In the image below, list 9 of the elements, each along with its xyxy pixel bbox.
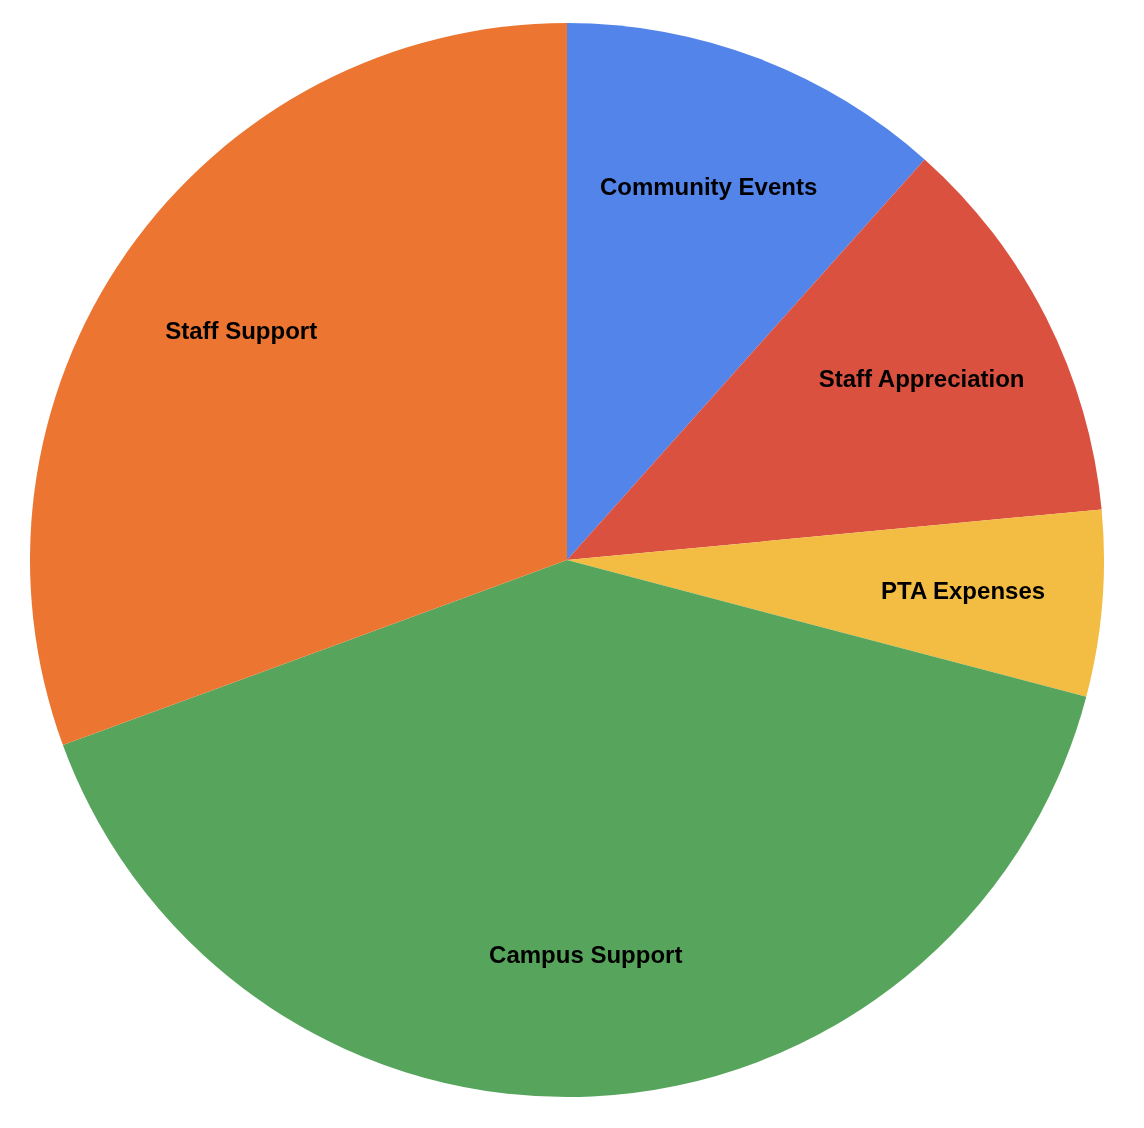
pie-slice: [62, 560, 1087, 1097]
slice-label: Community Events: [599, 173, 818, 201]
pie-slice: [567, 509, 1104, 697]
slice-label: Campus Support: [489, 941, 683, 969]
pie-slice: [30, 23, 567, 746]
slice-label: PTA Expenses: [881, 576, 1046, 604]
slice-label: Staff Support: [165, 316, 318, 344]
pie-slice: [567, 159, 1102, 560]
slice-label: Staff Appreciation: [818, 365, 1025, 393]
